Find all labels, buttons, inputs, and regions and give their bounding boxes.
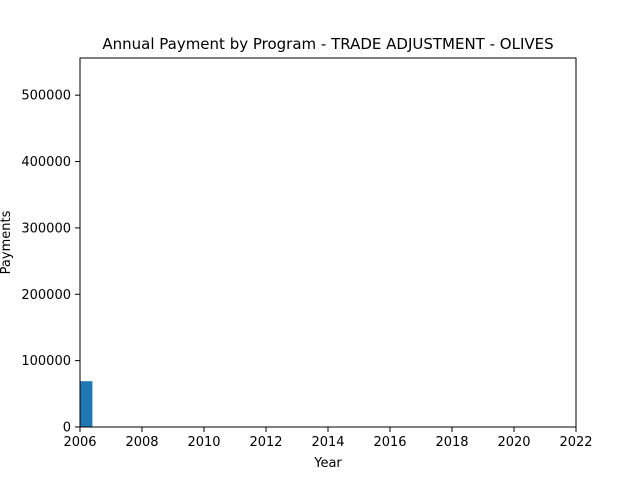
x-tick-label: 2010 — [187, 435, 220, 450]
x-tick-label: 2008 — [125, 435, 158, 450]
chart-title: Annual Payment by Program - TRADE ADJUST… — [102, 35, 553, 53]
bars-group — [80, 381, 93, 427]
y-axis-label: Payments — [0, 210, 14, 274]
x-tick-label: 2014 — [311, 435, 344, 450]
x-axis-ticks: 2006 2008 2010 2012 2014 2016 2018 2020 2022 — [63, 427, 593, 450]
y-tick-label: 500000 — [21, 89, 71, 104]
x-tick-label: 2020 — [497, 435, 530, 450]
y-axis-ticks: 0 100000 200000 300000 400000 500000 — [21, 89, 80, 436]
y-tick-label: 400000 — [21, 155, 71, 170]
y-tick-label: 100000 — [21, 354, 71, 369]
x-tick-label: 2006 — [63, 435, 96, 450]
x-tick-label: 2016 — [373, 435, 406, 450]
x-tick-label: 2012 — [249, 435, 282, 450]
x-tick-label: 2022 — [559, 435, 592, 450]
y-tick-label: 200000 — [21, 288, 71, 303]
y-tick-label: 0 — [63, 421, 71, 436]
x-tick-label: 2018 — [435, 435, 468, 450]
x-axis-label: Year — [313, 456, 342, 471]
plot-area-frame — [79, 57, 577, 428]
bar-2006 — [80, 381, 93, 427]
y-tick-label: 300000 — [21, 221, 71, 236]
